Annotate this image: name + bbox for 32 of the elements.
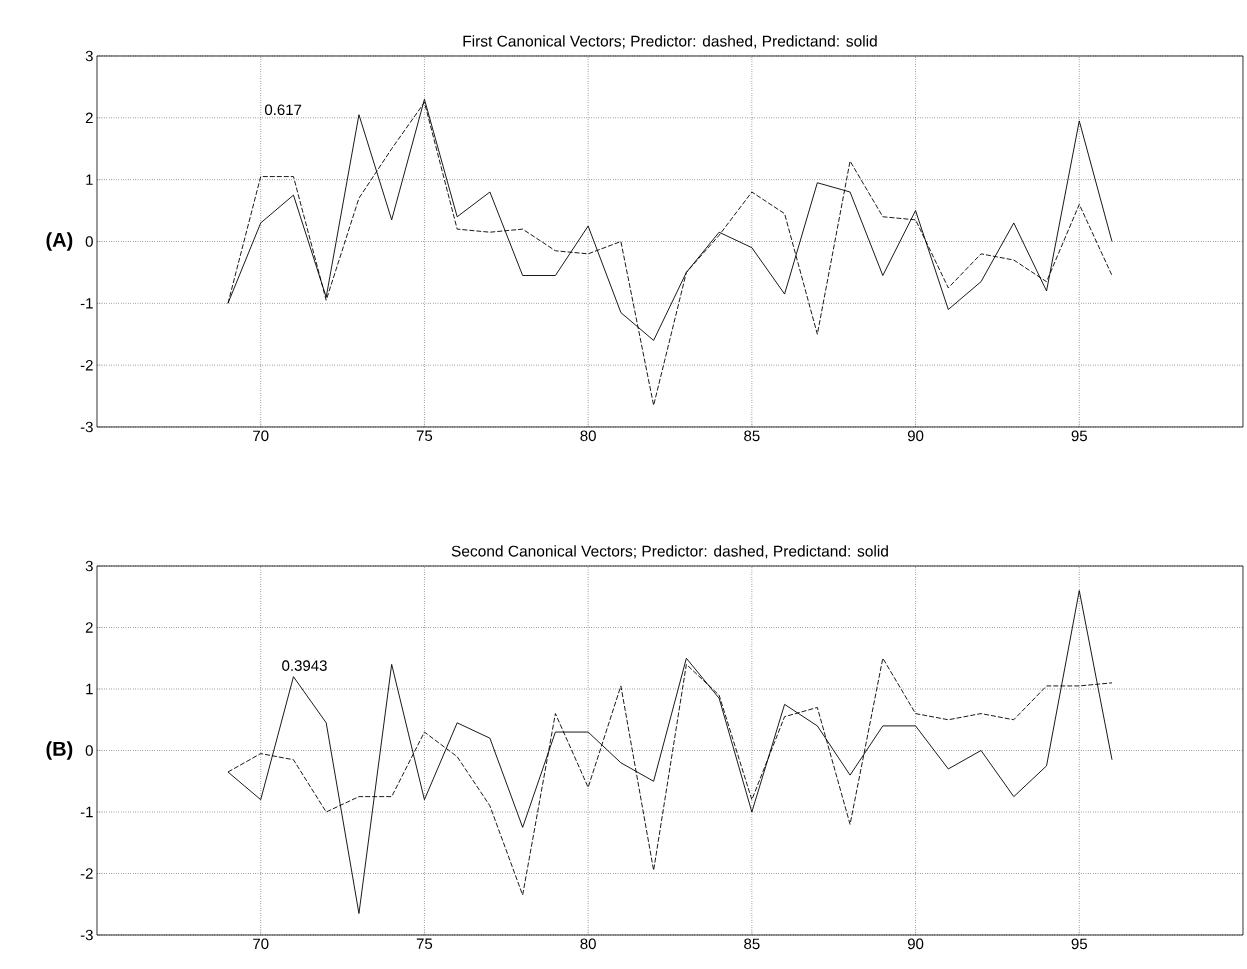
x-tick-label: 85 xyxy=(744,938,760,950)
y-axis-title: (B) xyxy=(46,741,73,760)
y-axis-title: (A) xyxy=(46,232,73,251)
x-tick-label: 70 xyxy=(253,938,269,950)
y-tick-label: -1 xyxy=(80,806,93,818)
y-tick-label: 1 xyxy=(86,683,93,695)
x-tick-label: 75 xyxy=(416,430,433,441)
x-tick-label: 85 xyxy=(744,430,760,442)
chart-title: Second Canonical Vectors; Predictor: dashed, Predictand: solid xyxy=(451,545,888,559)
y-tick-label: -2 xyxy=(80,868,93,879)
y-tick-label: 3 xyxy=(85,50,93,62)
x-tick-label: 95 xyxy=(1071,938,1087,950)
x-tick-label: 70 xyxy=(253,430,269,442)
y-tick-label: 1 xyxy=(86,174,93,185)
x-tick-label: 80 xyxy=(580,938,596,950)
annotation: 0.617 xyxy=(264,104,302,116)
y-tick-label: -1 xyxy=(80,298,93,309)
y-tick-label: 3 xyxy=(85,560,93,572)
x-tick-label: 90 xyxy=(907,938,924,950)
x-tick-label: 80 xyxy=(580,430,596,442)
y-tick-label: 0 xyxy=(85,745,93,756)
chart-title: First Canonical Vectors; Predictor: dashed, Predictand: solid xyxy=(463,35,877,49)
y-tick-label: 2 xyxy=(85,622,93,633)
y-tick-label: -3 xyxy=(80,929,93,941)
y-tick-label: 2 xyxy=(85,112,93,124)
y-tick-label: -2 xyxy=(80,359,93,371)
x-tick-label: 95 xyxy=(1071,430,1087,442)
y-tick-label: 0 xyxy=(85,236,93,247)
y-tick-label: -3 xyxy=(80,421,93,433)
x-tick-label: 90 xyxy=(907,430,924,442)
annotation: 0.3943 xyxy=(282,660,327,671)
x-tick-label: 75 xyxy=(416,938,433,949)
